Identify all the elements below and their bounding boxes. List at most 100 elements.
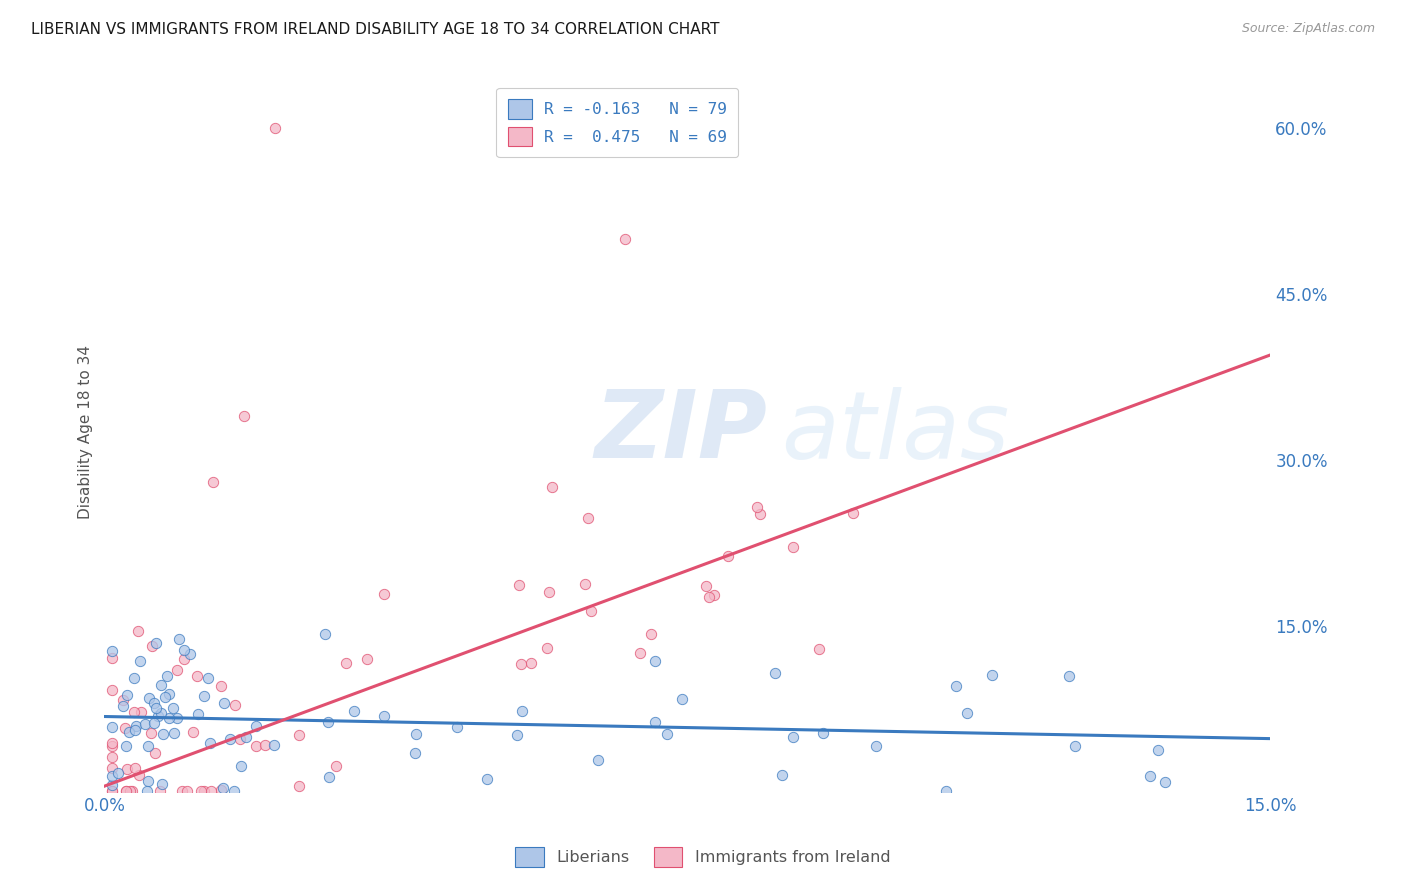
Point <box>170 783 193 797</box>
Point <box>197 671 219 685</box>
Point <box>101 760 124 774</box>
Point <box>101 644 124 658</box>
Point <box>671 691 693 706</box>
Point <box>506 728 529 742</box>
Point <box>536 641 558 656</box>
Point <box>209 783 232 797</box>
Point <box>118 783 141 797</box>
Point <box>263 739 285 753</box>
Point <box>111 699 134 714</box>
Point <box>1059 669 1081 683</box>
Point <box>538 584 561 599</box>
Point <box>508 578 530 592</box>
Point <box>510 657 533 671</box>
Point <box>124 723 146 737</box>
Point <box>115 689 138 703</box>
Point <box>157 711 180 725</box>
Legend: Liberians, Immigrants from Ireland: Liberians, Immigrants from Ireland <box>509 841 897 873</box>
Text: Source: ZipAtlas.com: Source: ZipAtlas.com <box>1241 22 1375 36</box>
Point <box>373 708 395 723</box>
Point <box>128 768 150 782</box>
Point <box>219 732 242 747</box>
Point <box>956 706 979 720</box>
Point <box>173 651 195 665</box>
Point <box>153 690 176 704</box>
Point <box>233 409 256 423</box>
Point <box>124 761 146 775</box>
Point <box>136 774 159 789</box>
Point <box>356 652 378 666</box>
Point <box>695 579 717 593</box>
Point <box>141 726 163 740</box>
Point <box>245 739 267 754</box>
Point <box>657 727 679 741</box>
Point <box>245 719 267 733</box>
Point <box>156 669 179 683</box>
Point <box>1154 775 1177 789</box>
Point <box>343 704 366 718</box>
Point <box>703 588 725 602</box>
Point <box>149 678 172 692</box>
Point <box>935 783 957 797</box>
Point <box>229 758 252 772</box>
Point <box>181 725 204 739</box>
Point <box>176 783 198 797</box>
Point <box>748 507 770 521</box>
Point <box>143 696 166 710</box>
Point <box>162 726 184 740</box>
Point <box>202 475 225 489</box>
Point <box>149 783 172 797</box>
Point <box>122 671 145 685</box>
Point <box>644 715 666 730</box>
Point <box>405 727 427 741</box>
Point <box>145 636 167 650</box>
Point <box>118 725 141 739</box>
Point <box>808 642 831 657</box>
Point <box>187 707 209 722</box>
Point <box>129 705 152 719</box>
Point <box>614 232 637 246</box>
Point <box>145 701 167 715</box>
Point <box>644 654 666 668</box>
Point <box>235 730 257 744</box>
Point <box>209 679 232 693</box>
Point <box>121 783 143 797</box>
Point <box>264 121 287 136</box>
Point <box>811 726 834 740</box>
Point <box>134 717 156 731</box>
Point <box>1139 769 1161 783</box>
Point <box>112 693 135 707</box>
Point <box>200 736 222 750</box>
Point <box>520 657 543 671</box>
Point <box>200 783 222 797</box>
Point <box>842 506 865 520</box>
Point <box>190 783 212 797</box>
Point <box>127 624 149 639</box>
Point <box>578 510 600 524</box>
Point <box>149 706 172 720</box>
Point <box>101 683 124 698</box>
Point <box>166 663 188 677</box>
Point <box>101 736 124 750</box>
Point <box>699 590 721 604</box>
Point <box>166 711 188 725</box>
Point <box>404 746 426 760</box>
Point <box>143 746 166 760</box>
Point <box>148 709 170 723</box>
Legend: R = -0.163   N = 79, R =  0.475   N = 69: R = -0.163 N = 79, R = 0.475 N = 69 <box>496 88 738 158</box>
Y-axis label: Disability Age 18 to 34: Disability Age 18 to 34 <box>79 345 93 519</box>
Point <box>586 753 609 767</box>
Point <box>152 727 174 741</box>
Point <box>150 777 173 791</box>
Point <box>782 540 804 554</box>
Point <box>114 722 136 736</box>
Point <box>214 696 236 710</box>
Point <box>101 720 124 734</box>
Point <box>101 650 124 665</box>
Point <box>772 768 794 782</box>
Point <box>287 780 309 794</box>
Point <box>138 690 160 705</box>
Point <box>1147 743 1170 757</box>
Point <box>288 728 311 742</box>
Point <box>101 783 124 797</box>
